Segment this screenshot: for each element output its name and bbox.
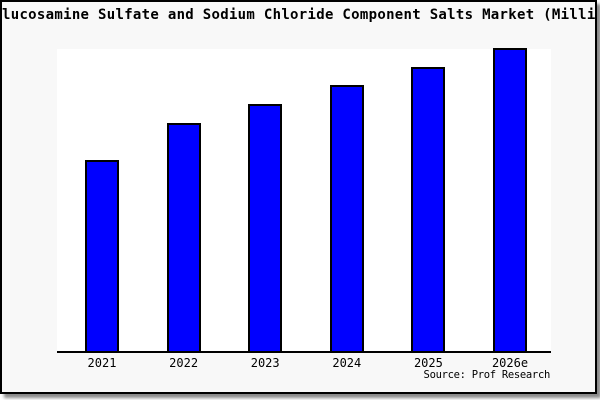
bar-2022 — [166, 123, 201, 351]
bar-2021 — [85, 160, 119, 351]
chart-title: lucosamine Sulfate and Sodium Chloride C… — [2, 7, 595, 23]
x-tick-label-2025: 2025 — [413, 356, 443, 370]
x-tick-label-2024: 2024 — [332, 356, 362, 370]
bar-2024 — [329, 85, 364, 351]
plot-area — [57, 48, 551, 353]
bar-2026e — [493, 48, 527, 351]
x-tick-label-2022: 2022 — [169, 356, 199, 370]
x-tick-label-2026e: 2026e — [491, 356, 529, 370]
x-tick-label-2021: 2021 — [87, 356, 117, 370]
bar-2025 — [411, 67, 446, 351]
source-label: Source: Prof Research — [423, 369, 551, 381]
bar-2023 — [248, 104, 283, 351]
x-tick-label-2023: 2023 — [250, 356, 280, 370]
